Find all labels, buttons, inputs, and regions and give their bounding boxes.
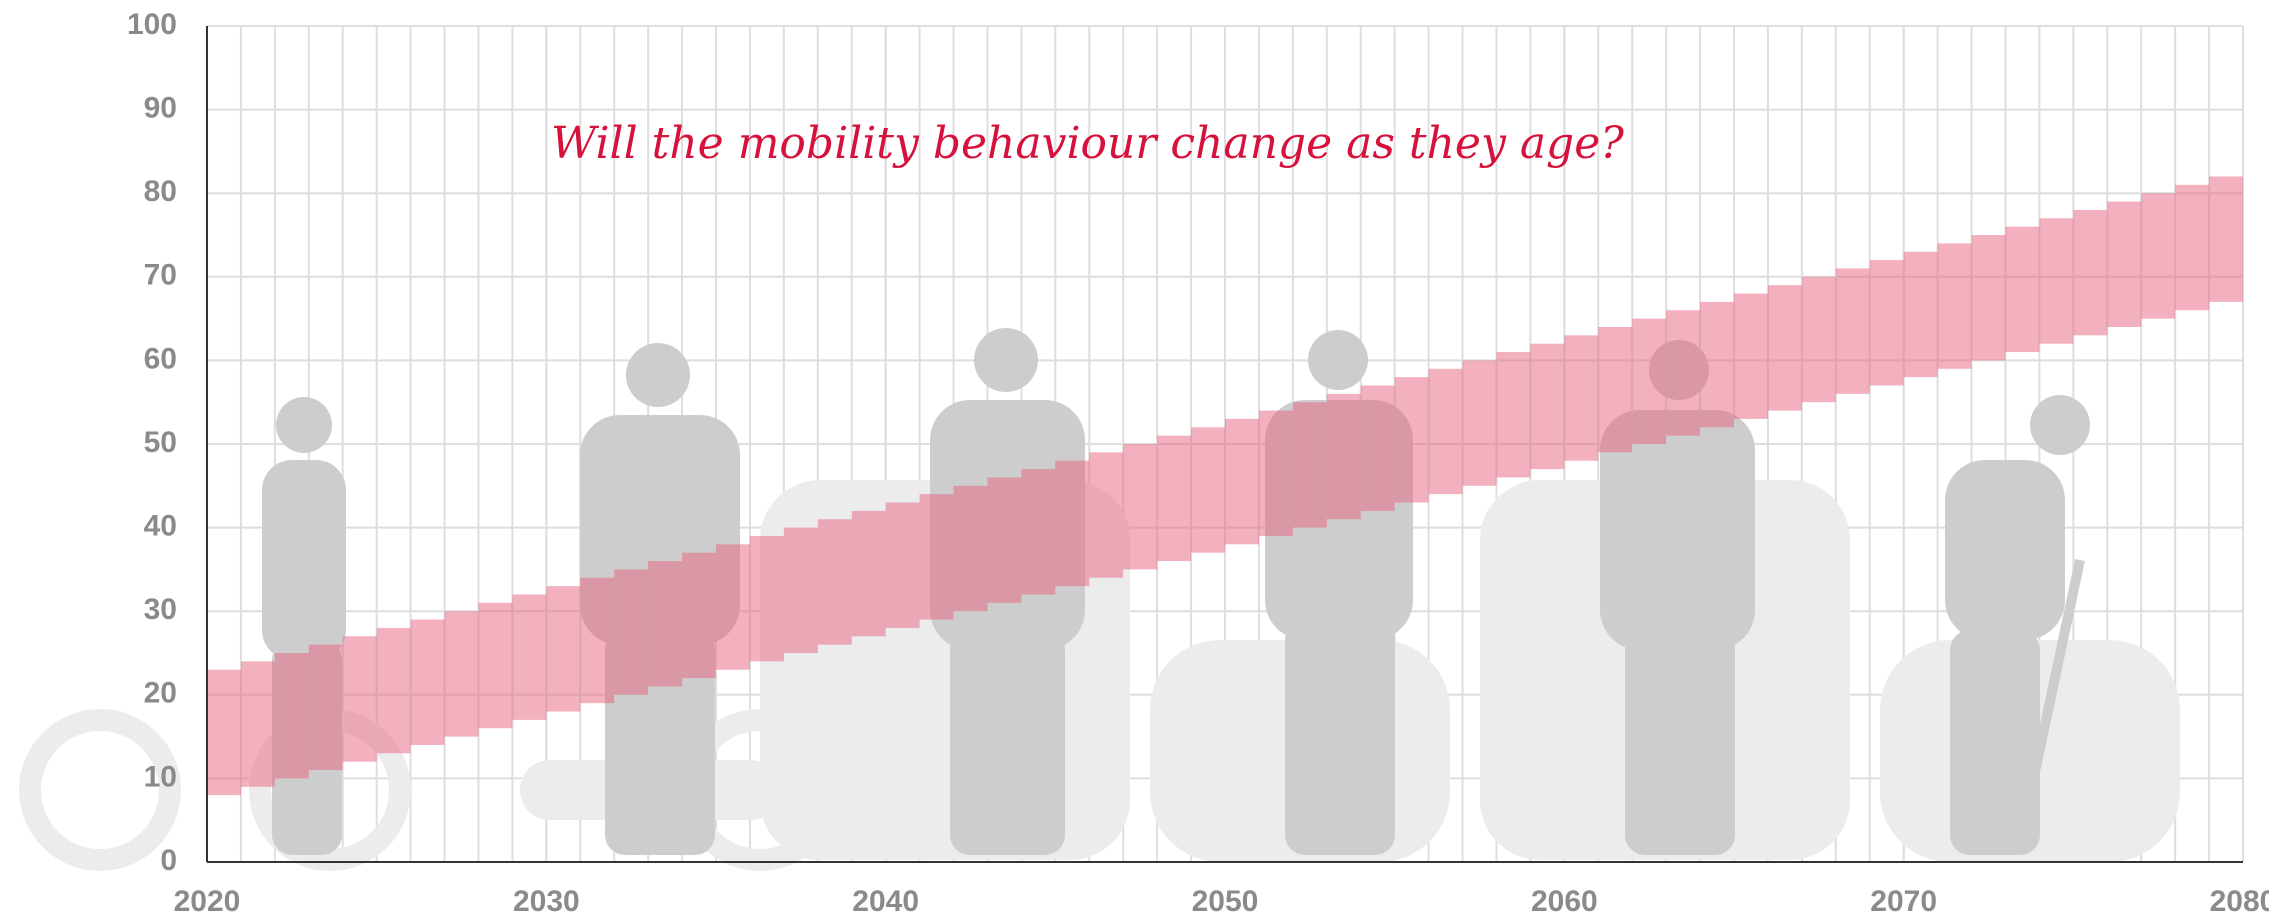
- range-bar: [1428, 368, 1463, 495]
- range-bar: [1021, 469, 1056, 595]
- range-bar: [308, 644, 343, 771]
- y-tick-label: 10: [144, 760, 177, 793]
- x-tick-label: 2020: [174, 885, 241, 917]
- range-bar: [240, 661, 275, 787]
- range-bar: [987, 477, 1022, 603]
- range-bar: [2107, 201, 2142, 327]
- range-bar: [817, 519, 852, 645]
- range-bar: [342, 636, 377, 762]
- range-bar: [716, 544, 750, 670]
- range-bar: [1937, 243, 1972, 369]
- range-bar: [648, 561, 683, 687]
- y-tick-label: 30: [144, 593, 177, 626]
- y-tick-label: 20: [144, 677, 177, 710]
- range-bar: [478, 602, 513, 729]
- range-bar: [1258, 410, 1293, 536]
- range-bar: [512, 594, 547, 720]
- y-tick-label: 90: [144, 92, 177, 125]
- x-tick-label: 2080: [2210, 885, 2269, 917]
- range-bar: [1971, 235, 2006, 361]
- range-bar: [1123, 444, 1158, 570]
- x-tick-label: 2070: [1870, 885, 1937, 917]
- range-bar: [783, 527, 818, 653]
- bands: [207, 176, 2243, 796]
- range-bar: [885, 502, 920, 628]
- range-bar: [2073, 209, 2108, 336]
- range-bar: [1835, 268, 1870, 394]
- range-bar: [2209, 176, 2243, 302]
- y-tick-label: 70: [144, 259, 177, 292]
- y-tick-label: 100: [127, 8, 177, 41]
- range-bar: [1700, 301, 1734, 428]
- range-bar: [207, 669, 241, 796]
- range-bar: [682, 552, 716, 679]
- range-bar: [851, 510, 886, 637]
- range-bar: [953, 485, 988, 612]
- x-tick-label: 2030: [513, 885, 580, 917]
- y-tick-label: 0: [160, 844, 177, 877]
- range-bar: [1462, 360, 1497, 486]
- y-tick-label: 60: [144, 342, 177, 375]
- y-tick-label: 80: [144, 175, 177, 208]
- range-bar: [546, 586, 581, 712]
- range-bar: [1564, 335, 1599, 461]
- range-bar: [1360, 385, 1395, 511]
- y-tick-label: 40: [144, 510, 177, 543]
- range-bar: [1903, 251, 1938, 378]
- range-bar: [1632, 318, 1667, 444]
- range-bar: [1801, 276, 1836, 403]
- x-tick-label: 2050: [1192, 885, 1259, 917]
- range-bar: [2175, 184, 2210, 311]
- range-bar: [1191, 427, 1225, 553]
- range-bar: [2039, 218, 2074, 344]
- range-bar: [580, 577, 615, 704]
- range-bar: [2005, 226, 2040, 353]
- range-bar: [1598, 326, 1633, 453]
- range-bar: [376, 627, 411, 754]
- range-bar: [749, 535, 784, 662]
- range-bar: [274, 653, 309, 779]
- x-tick-label: 2060: [1531, 885, 1598, 917]
- range-bar: [1734, 293, 1768, 419]
- x-tick-label: 2040: [852, 885, 919, 917]
- range-bar: [2141, 193, 2176, 319]
- range-bar: [1767, 285, 1802, 411]
- y-tick-label: 50: [144, 426, 177, 459]
- range-bar: [444, 611, 479, 737]
- range-bar: [410, 619, 445, 745]
- range-bar: [1666, 310, 1701, 436]
- annotation: Will the mobility behaviour change as th…: [551, 118, 1624, 169]
- range-bar: [1055, 460, 1090, 587]
- range-bar: [1089, 452, 1124, 578]
- range-bar: [1157, 435, 1192, 562]
- range-bar: [1530, 343, 1565, 470]
- range-bar: [1394, 377, 1429, 503]
- range-bar: [1225, 418, 1259, 545]
- range-bar: [1496, 352, 1531, 478]
- decoration: [19, 328, 2180, 871]
- range-bar: [1326, 393, 1361, 520]
- range-bar: [614, 569, 649, 695]
- range-bar: [919, 494, 954, 620]
- range-bar: [1869, 260, 1904, 386]
- range-bar: [1292, 402, 1327, 528]
